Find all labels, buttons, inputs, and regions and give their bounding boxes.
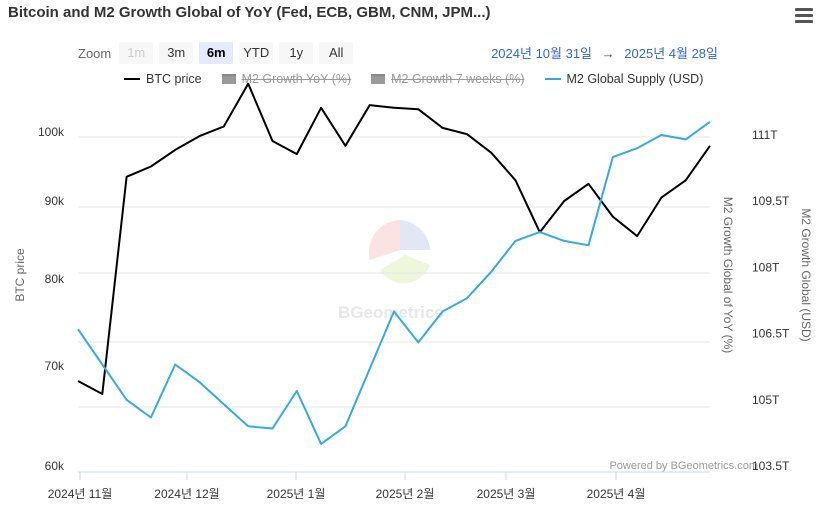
x-axis-tick-label: 2025년 4월	[587, 487, 646, 501]
legend-label: M2 Growth YoY (%)	[241, 72, 352, 86]
range-arrow: →	[601, 46, 615, 61]
right-axis-tick-label: 108T	[752, 260, 780, 274]
credit-link[interactable]: Powered by BGeometrics.com	[609, 460, 758, 472]
zoom-button-1m[interactable]: 1m	[119, 42, 154, 64]
zoom-button-all[interactable]: All	[319, 42, 354, 64]
zoom-label: Zoom	[78, 45, 112, 61]
legend-label: M2 Growth 7 weeks (%)	[391, 72, 525, 86]
left-axis-tick-label: 80k	[45, 272, 65, 286]
legend-label: BTC price	[146, 72, 202, 86]
hamburger-menu-icon[interactable]	[795, 8, 813, 23]
x-axis-tick-label: 2025년 3월	[477, 487, 536, 501]
left-axis-tick-label: 100k	[38, 125, 65, 139]
x-axis-tick-label: 2024년 12월	[154, 487, 219, 501]
legend-box-swatch	[371, 74, 386, 84]
x-axis-tick-label: 2024년 11월	[48, 487, 113, 501]
zoom-button-1y[interactable]: 1y	[279, 42, 314, 64]
range-from-date[interactable]: 2024년 10월 31일	[491, 46, 593, 61]
legend-box-swatch	[221, 74, 236, 84]
range-to-date[interactable]: 2025년 4월 28일	[624, 46, 718, 61]
legend: BTC price M2 Growth YoY (%) M2 Growth 7 …	[124, 72, 723, 86]
right-axis-title-2: M2 Growth Global (USD)	[799, 208, 813, 341]
date-range: 2024년 10월 31일 → 2025년 4월 28일	[491, 43, 718, 62]
watermark-logo-icon	[368, 220, 430, 284]
legend-line-swatch	[124, 78, 140, 80]
zoom-button-6m[interactable]: 6m	[199, 42, 234, 64]
legend-line-swatch	[544, 78, 561, 80]
left-axis-tick-label: 90k	[45, 194, 65, 208]
right-axis-tick-label: 111T	[752, 128, 778, 142]
series-line-m2-global-supply-usd-	[77, 120, 711, 445]
right-axis-tick-label: 109.5T	[752, 194, 790, 208]
chart-title: Bitcoin and M2 Growth Global of YoY (Fed…	[8, 4, 491, 21]
right-axis-title-1: M2 Growth Global of YoY (%)	[721, 197, 735, 354]
legend-label: M2 Global Supply (USD)	[566, 72, 704, 86]
series-line-btc-price	[77, 82, 711, 395]
x-axis-tick-label: 2025년 1월	[267, 487, 326, 501]
zoom-button-3m[interactable]: 3m	[159, 42, 194, 64]
legend-item-m2-global-supply[interactable]: M2 Global Supply (USD)	[544, 72, 704, 86]
watermark: BGeometrics	[338, 303, 444, 322]
legend-item-m2-growth-7-weeks[interactable]: M2 Growth 7 weeks (%)	[371, 72, 525, 86]
right-axis-tick-label: 105T	[752, 393, 780, 407]
x-axis-tick-label: 2025년 2월	[376, 487, 435, 501]
left-axis-title: BTC price	[13, 248, 27, 302]
legend-item-m2-growth-yoy[interactable]: M2 Growth YoY (%)	[221, 72, 352, 86]
zoom-bar: Zoom 1m 3m 6m YTD 1y All	[78, 42, 359, 64]
left-axis-tick-label: 60k	[45, 459, 65, 473]
zoom-button-ytd[interactable]: YTD	[239, 42, 274, 64]
legend-item-btc-price[interactable]: BTC price	[124, 72, 202, 86]
right-axis-tick-label: 103.5T	[752, 459, 790, 473]
right-axis-tick-label: 106.5T	[752, 327, 790, 341]
left-axis-tick-label: 70k	[45, 359, 65, 373]
